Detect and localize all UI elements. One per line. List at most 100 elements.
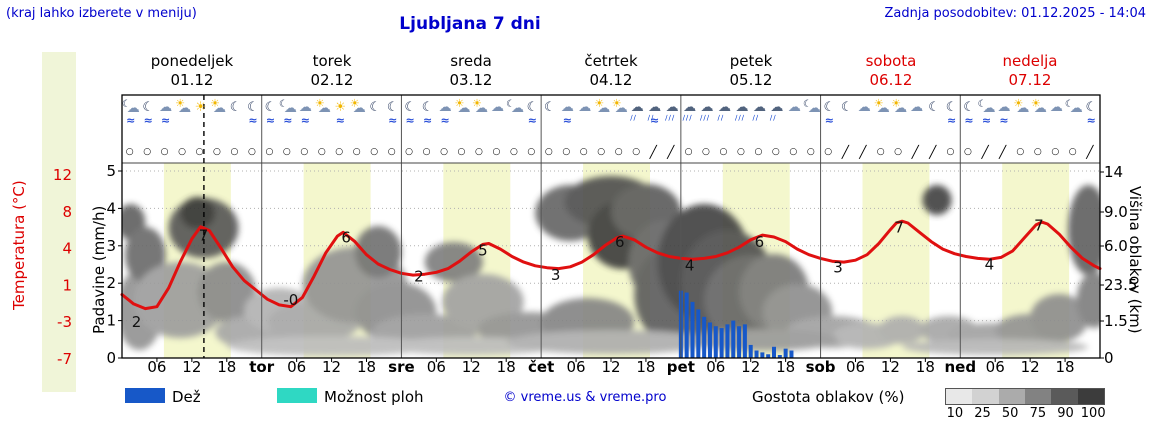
temperature-point-label: 4	[985, 256, 995, 274]
sun-cloud-icon: ☀ ☁	[349, 97, 366, 116]
svg-text:12: 12	[601, 358, 620, 376]
wind-calm-icon: ○	[614, 147, 623, 157]
temp-tick: 8	[62, 203, 72, 221]
day-date: 04.12	[589, 71, 633, 89]
svg-text:18: 18	[1056, 358, 1075, 376]
cloud-icon: ☁	[578, 100, 592, 115]
day-name: ponedeljek	[150, 52, 234, 70]
svg-text:čet: čet	[528, 358, 554, 376]
day-name: sobota	[865, 52, 917, 70]
wind-symbols-row: ○ ○ ○ ○ ○ ○ ○ ○ ○ ○ ○ ○ ○ ○ ○ ○ ○ ○ ○ ○ ○ ○ ○ ○ ○ ○ ○ ○ ○ ○ ╱ ╱ ○ ○ ○ ○ ○ ○ ○ ○…	[0, 146, 1152, 160]
sun-icon: ☀ ≈	[331, 99, 349, 131]
svg-text:12: 12	[182, 358, 201, 376]
fog-icon: ≈	[562, 114, 572, 127]
wind-calm-icon: ○	[475, 147, 483, 157]
sun-cloud-icon: ☀ ☁	[314, 97, 331, 116]
wind-calm-icon: ○	[143, 147, 152, 157]
x-axis-ticks: 06 12 18 tor 06 12 18 sre 06 12 18 čet 06 12 18 pet 06 12…	[147, 358, 1075, 376]
wind-calm-icon: ○	[247, 147, 256, 157]
fog-icon: ≈	[335, 114, 345, 127]
moon-icon: ☾ ≈	[419, 99, 437, 131]
moon-cloud-icon: ☾ ☁	[505, 99, 524, 116]
temperature-point-label: 6	[341, 229, 351, 247]
cloud-icon: ☁ ≈	[558, 99, 576, 131]
day-date: 02.12	[310, 71, 354, 89]
wind-calm-icon: ○	[352, 147, 361, 157]
fog-icon: ≈	[650, 114, 660, 127]
svg-text:12: 12	[881, 358, 900, 376]
wind-calm-icon: ○	[1033, 147, 1042, 157]
moon-icon: ☾ ≈	[523, 99, 541, 131]
fog-icon: ≈	[265, 114, 276, 127]
day-header-ponedeljek: ponedeljek 01.12	[122, 52, 262, 90]
day-header-nedelja: nedelja 07.12	[960, 52, 1100, 90]
day-date: 03.12	[449, 71, 493, 89]
precip-tick: 3	[106, 237, 116, 255]
moon-icon: ☾	[544, 100, 556, 115]
wind-calm-icon: ○	[440, 147, 448, 157]
day-header-cetrtek: četrtek 04.12	[541, 52, 681, 90]
precip-tick: 4	[106, 199, 116, 217]
moon-icon: ☾	[928, 100, 940, 115]
wind-calm-icon: ○	[509, 147, 518, 157]
svg-text:06: 06	[427, 358, 446, 376]
svg-text:sre: sre	[388, 358, 415, 376]
svg-text:06: 06	[287, 358, 306, 376]
last-update-text: Zadnja posodobitev: 01.12.2025 - 14:04	[884, 6, 1146, 21]
svg-text:18: 18	[916, 358, 935, 376]
moon-icon: ☾ ≈	[384, 99, 402, 131]
cloud-icon: ☁ ≈	[995, 99, 1013, 131]
cloud-icon: ☁	[787, 100, 801, 115]
fog-icon: ≈	[824, 114, 834, 127]
fog-icon: ≈	[248, 114, 258, 127]
wind-calm-icon: ○	[213, 147, 221, 157]
copyright-link[interactable]: © vreme.us & vreme.pro	[503, 390, 667, 405]
sun-cloud-icon: ☀ ☁	[873, 97, 890, 116]
temp-tick: -3	[57, 313, 72, 331]
wind-calm-icon: ○	[544, 147, 553, 157]
day-name: četrtek	[584, 52, 638, 70]
wind-barb-icon: ╱	[981, 145, 989, 159]
sun-cloud-icon: ☀ ☁	[175, 97, 192, 116]
temp-tick: -7	[57, 350, 72, 368]
wind-calm-icon: ○	[370, 147, 379, 157]
svg-text:06: 06	[986, 358, 1005, 376]
temperature-point-label: 2	[132, 313, 142, 331]
moon-icon: ☾ ≈	[244, 99, 262, 131]
fog-icon: ≈	[946, 114, 957, 127]
moon-icon: ☾	[229, 100, 242, 115]
fog-icon: ≈	[126, 114, 136, 127]
moon-icon: ☾ ≈	[139, 99, 157, 131]
sun-cloud-icon: ☀ ☁	[891, 97, 908, 116]
cloud-density-tick-labels: 10 25 50 75 90 100	[946, 406, 1106, 421]
day-date: 06.12	[869, 71, 913, 89]
wind-calm-icon: ○	[824, 147, 833, 157]
moon-cloud-icon: ☾ ☁	[1064, 99, 1083, 116]
moon-cloud-icon: ☾ ☁	[802, 99, 821, 116]
showers-legend-swatch	[277, 388, 317, 403]
wind-calm-icon: ○	[405, 147, 414, 157]
day-header-sreda: sreda 03.12	[401, 52, 541, 90]
rain-icon: ☁ ∕∕	[717, 100, 732, 122]
cloud-icon: ☁ ≈	[296, 99, 314, 131]
precip-tick: 5	[106, 162, 116, 180]
wind-calm-icon: ○	[527, 147, 536, 157]
menu-hint-text: (kraj lahko izberete v meniju)	[6, 6, 197, 21]
day-name: nedelja	[1002, 52, 1058, 70]
wind-calm-icon: ○	[876, 147, 885, 157]
heavy-rain-icon: ☁ ∕∕∕	[700, 100, 714, 122]
rain-legend-label: Dež	[172, 388, 201, 406]
fog-icon: ≈	[388, 114, 398, 127]
temperature-point-label: 4	[685, 256, 695, 274]
wind-calm-icon: ○	[597, 147, 606, 157]
wind-barb-icon: ╱	[929, 145, 937, 159]
svg-text:06: 06	[567, 358, 586, 376]
wind-barb-icon: ╱	[667, 145, 675, 159]
wind-calm-icon: ○	[125, 147, 134, 157]
wind-barb-icon: ╱	[841, 145, 849, 159]
sun-cloud-icon: ☀ ☁	[611, 97, 628, 116]
wind-barb-icon: ╱	[649, 145, 657, 159]
fog-icon: ≈	[527, 114, 538, 127]
